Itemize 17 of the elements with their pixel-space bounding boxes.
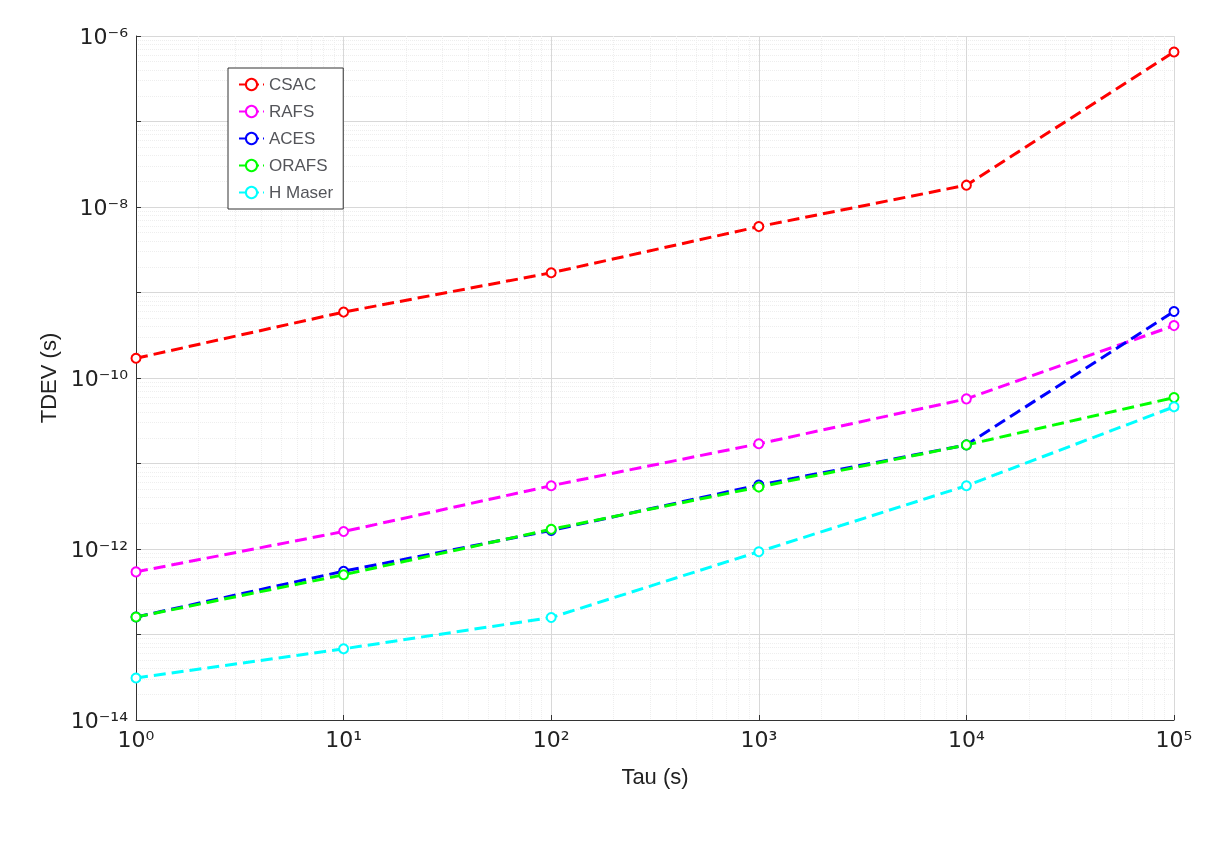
legend-label: RAFS bbox=[269, 102, 315, 121]
y-tick-label: 10⁻⁸ bbox=[79, 194, 129, 220]
y-tick-label: 10⁻¹⁰ bbox=[70, 365, 129, 391]
x-tick-label: 10¹ bbox=[325, 726, 363, 752]
legend-label: CSAC bbox=[269, 75, 317, 94]
x-tick-label: 10² bbox=[532, 726, 570, 752]
y-tick-label: 10⁻¹² bbox=[70, 536, 128, 562]
y-tick-label: 10⁻⁶ bbox=[79, 23, 129, 49]
x-tick-label: 10³ bbox=[740, 726, 778, 752]
legend-label: H Maser bbox=[269, 183, 334, 202]
x-tick-label: 10⁴ bbox=[947, 726, 985, 752]
legend-label: ACES bbox=[269, 129, 316, 148]
x-tick-label: 10⁰ bbox=[117, 726, 155, 752]
x-tick-label: 10⁵ bbox=[1155, 726, 1193, 752]
x-axis-title: Tau (s) bbox=[621, 763, 689, 789]
y-axis-title: TDEV (s) bbox=[36, 332, 62, 424]
legend-label: ORAFS bbox=[269, 156, 328, 175]
